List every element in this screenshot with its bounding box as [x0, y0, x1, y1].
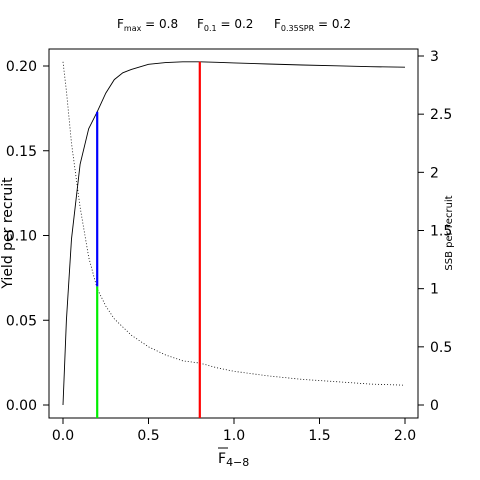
- x-tick-label: 0.0: [52, 428, 74, 444]
- chart-title: Fmax = 0.8 F0.1 = 0.2 F0.35SPR = 0.2: [117, 17, 351, 33]
- yield-per-recruit-line: [62, 61, 406, 406]
- y-left-tick-label: 0.15: [6, 144, 37, 160]
- y-right-tick-label: 2.5: [430, 107, 452, 123]
- series-layer: [62, 61, 406, 406]
- title-fmax: Fmax = 0.8: [117, 17, 178, 33]
- y-left-axis: 0.00 0.05 0.10 0.15 0.20: [6, 59, 49, 414]
- x-tick-label: 1.0: [223, 428, 245, 444]
- y-right-tick-label: 2: [430, 165, 439, 181]
- y-left-tick-label: 0.10: [6, 229, 37, 245]
- y-right-axis: 0 0.5 1 1.5 2 2.5 3: [418, 49, 452, 414]
- x-tick-label: 0.5: [137, 428, 159, 444]
- reference-lines: [96, 61, 201, 418]
- y-left-axis-label: Yield per recruit: [0, 177, 16, 290]
- y-left-tick-label: 0.20: [6, 59, 37, 75]
- y-right-tick-label: 1: [430, 282, 439, 298]
- y-left-tick-label: 0.05: [6, 313, 37, 329]
- y-right-tick-label: 1.5: [430, 224, 452, 240]
- x-axis-label-text: F4−8: [218, 451, 249, 469]
- x-tick-label: 1.5: [308, 428, 330, 444]
- y-right-tick-label: 3: [430, 49, 439, 65]
- y-right-tick-label: 0.5: [430, 340, 452, 356]
- y-right-axis-label: SSB per recruit: [444, 195, 455, 270]
- title-f035spr: F0.35SPR = 0.2: [274, 17, 351, 33]
- x-axis-label: F4−8: [218, 447, 249, 469]
- y-left-tick-label: 0.00: [6, 398, 37, 414]
- x-tick-label: 2.0: [394, 428, 416, 444]
- y-right-tick-label: 0: [430, 398, 439, 414]
- ssb-per-recruit-line: [62, 61, 406, 386]
- plot-frame: [48, 48, 419, 419]
- title-f01: F0.1 = 0.2: [197, 17, 253, 33]
- x-axis: 0.0 0.5 1.0 1.5 2.0: [52, 418, 416, 444]
